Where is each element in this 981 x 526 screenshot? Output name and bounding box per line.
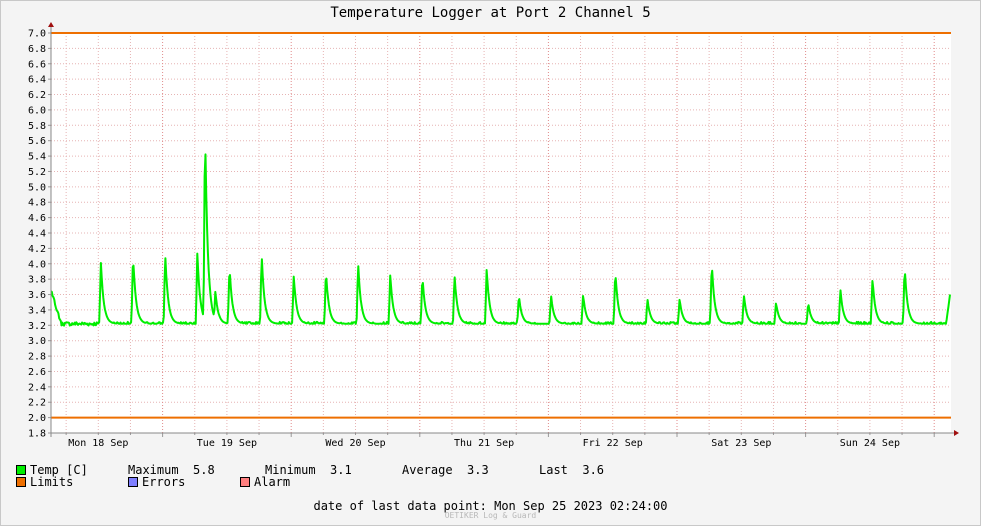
- stat-minimum: Minimum 3.1: [265, 463, 352, 477]
- y-tick-label: 4.8: [28, 198, 46, 209]
- stat-average: Average 3.3: [402, 463, 489, 477]
- y-tick-label: 3.2: [28, 321, 46, 332]
- legend-errors-swatch: [128, 477, 138, 487]
- legend-limits-swatch: [16, 477, 26, 487]
- x-tick-label: Sun 24 Sep: [840, 438, 900, 449]
- legend-temp-label: Temp [C]: [30, 463, 88, 477]
- last-data-point: date of last data point: Mon Sep 25 2023…: [313, 499, 668, 513]
- y-tick-label: 3.0: [28, 336, 46, 347]
- y-tick-label: 2.6: [28, 367, 46, 378]
- y-tick-label: 5.6: [28, 136, 46, 147]
- y-tick-label: 5.4: [28, 152, 46, 163]
- y-tick-label: 6.2: [28, 90, 46, 101]
- y-tick-label: 7.0: [28, 29, 46, 40]
- x-tick-label: Thu 21 Sep: [454, 438, 514, 449]
- legend-limits-label: Limits: [30, 475, 74, 489]
- legend-temp: Temp [C]: [16, 463, 88, 477]
- legend-alarm-label: Alarm: [254, 475, 291, 489]
- stat-minimum-value: 3.1: [330, 463, 352, 477]
- y-axis-arrow: [48, 22, 54, 27]
- stat-maximum-label: Maximum: [128, 463, 179, 477]
- y-tick-label: 4.0: [28, 259, 46, 270]
- stat-minimum-label: Minimum: [265, 463, 316, 477]
- y-tick-label: 6.4: [28, 75, 46, 86]
- legend-alarm: Alarm: [240, 475, 290, 489]
- legend-errors-label: Errors: [142, 475, 186, 489]
- y-tick-label: 6.8: [28, 44, 46, 55]
- credit-text: OETIKER Log & Guard: [444, 511, 537, 520]
- legend-alarm-swatch: [240, 477, 250, 487]
- y-tick-label: 2.2: [28, 398, 46, 409]
- x-tick-label: Mon 18 Sep: [68, 438, 128, 449]
- y-tick-label: 4.2: [28, 244, 46, 255]
- y-tick-label: 4.4: [28, 229, 46, 240]
- legend-limits: Limits: [16, 475, 73, 489]
- stat-last: Last 3.6: [539, 463, 604, 477]
- y-tick-label: 6.0: [28, 105, 46, 116]
- x-tick-label: Wed 20 Sep: [325, 438, 385, 449]
- y-tick-label: 4.6: [28, 213, 46, 224]
- stat-average-label: Average: [402, 463, 453, 477]
- x-tick-label: Sat 23 Sep: [711, 438, 771, 449]
- stat-maximum: Maximum 5.8: [128, 463, 215, 477]
- y-tick-label: 5.8: [28, 121, 46, 132]
- stat-average-value: 3.3: [467, 463, 489, 477]
- legend-temp-swatch: [16, 465, 26, 475]
- y-tick-label: 3.6: [28, 290, 46, 301]
- stat-last-value: 3.6: [582, 463, 605, 477]
- y-tick-label: 3.8: [28, 275, 46, 286]
- x-axis-arrow: [954, 430, 959, 436]
- x-tick-label: Tue 19 Sep: [197, 438, 257, 449]
- x-tick-label: Fri 22 Sep: [583, 438, 643, 449]
- y-tick-label: 1.8: [28, 429, 46, 440]
- y-tick-label: 2.0: [28, 413, 46, 424]
- temp-series-line: [50, 153, 951, 327]
- chart-title: Temperature Logger at Port 2 Channel 5: [330, 5, 651, 21]
- stat-last-label: Last: [539, 463, 568, 477]
- stat-maximum-value: 5.8: [193, 463, 215, 477]
- y-tick-label: 6.6: [28, 59, 46, 70]
- y-tick-label: 3.4: [28, 305, 46, 316]
- legend-errors: Errors: [128, 475, 185, 489]
- y-tick-label: 5.0: [28, 182, 46, 193]
- y-tick-label: 2.4: [28, 382, 46, 393]
- y-tick-label: 2.8: [28, 352, 46, 363]
- y-tick-label: 5.2: [28, 167, 46, 178]
